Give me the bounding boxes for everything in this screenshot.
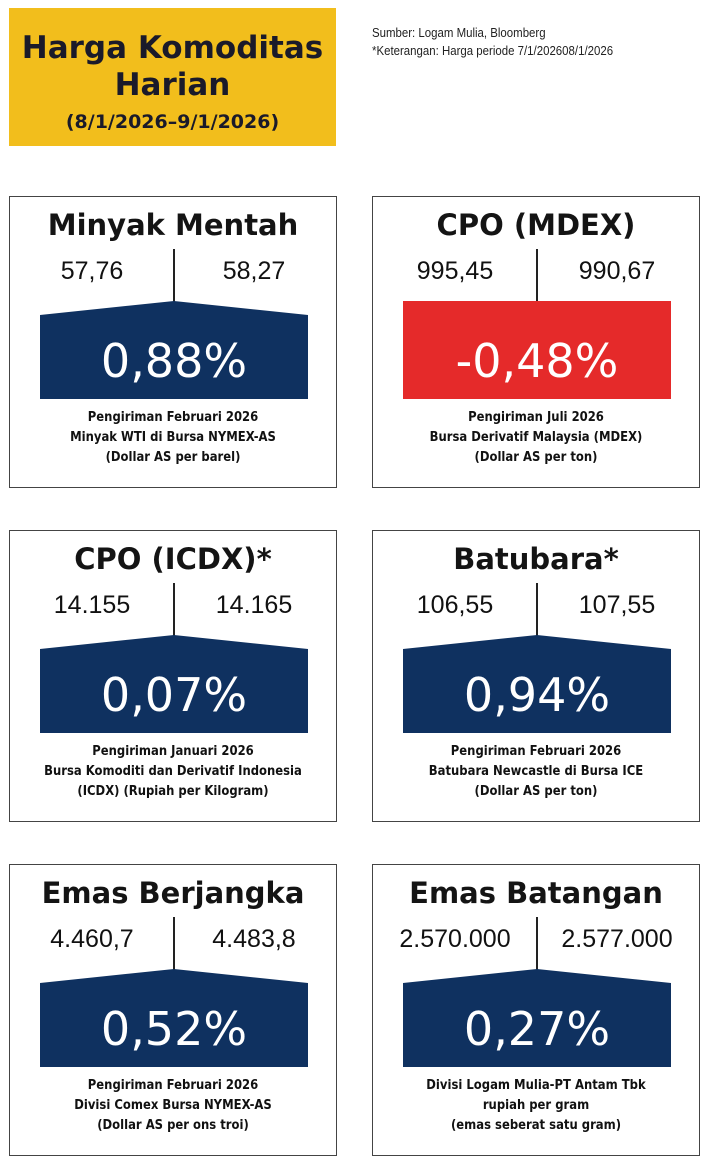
commodity-card: CPO (MDEX) 995,45 990,67 -0,48% Pengirim… [372, 196, 700, 488]
change-percent: 0,88% [100, 334, 248, 388]
change-badge-fill [403, 969, 671, 1067]
price-divider [173, 583, 175, 639]
price-divider [536, 917, 538, 973]
description-line-3: (Dollar AS per ons troi) [97, 1117, 249, 1133]
commodity-card: CPO (ICDX)* 14.155 14.165 0,07% Pengirim… [9, 530, 337, 822]
commodity-card: Emas Batangan 2.570.000 2.577.000 0,27% … [372, 864, 700, 1156]
change-badge-shape [40, 635, 308, 733]
card-description: Pengiriman Februari 2026 Minyak WTI di B… [10, 407, 336, 467]
description-line-3: (Dollar AS per ton) [474, 783, 598, 799]
title-box: Harga Komoditas Harian (8/1/2026–9/1/202… [9, 8, 336, 146]
card-title: Emas Batangan [409, 876, 663, 910]
page-title-line2: Harian [114, 67, 231, 103]
card-description: Pengiriman Januari 2026 Bursa Komoditi d… [10, 741, 336, 801]
description-line-2: rupiah per gram [482, 1097, 590, 1113]
change-badge-shape [403, 635, 671, 733]
price-divider [173, 917, 175, 973]
current-price: 107,55 [578, 591, 656, 619]
price-divider [173, 249, 175, 305]
change-badge-shape [403, 969, 671, 1067]
commodity-card: Batubara* 106,55 107,55 0,94% Pengiriman… [372, 530, 700, 822]
description-line-1: Divisi Logam Mulia-PT Antam Tbk [426, 1077, 646, 1093]
previous-price: 57,76 [60, 257, 124, 285]
description-line-2: Divisi Comex Bursa NYMEX-AS [74, 1097, 272, 1113]
previous-price: 995,45 [416, 257, 494, 285]
card-description: Pengiriman Februari 2026 Divisi Comex Bu… [10, 1075, 336, 1135]
previous-price: 14.155 [53, 591, 131, 619]
previous-price: 4.460,7 [50, 925, 134, 953]
price-divider [536, 249, 538, 305]
source-text: Sumber: Logam Mulia, Bloomberg [372, 25, 546, 40]
change-badge-fill [403, 301, 671, 399]
description-line-3: (emas seberat satu gram) [450, 1117, 622, 1133]
source-note: Sumber: Logam Mulia, Bloomberg *Keterang… [372, 24, 662, 60]
description-line-3: (Dollar AS per barel) [105, 449, 241, 465]
change-percent: 0,94% [463, 668, 611, 722]
card-title: Emas Berjangka [41, 876, 305, 910]
current-price: 58,27 [222, 257, 286, 285]
current-price: 4.483,8 [212, 925, 296, 953]
card-title: CPO (ICDX)* [74, 542, 272, 576]
current-price: 990,67 [578, 257, 656, 285]
change-badge-shape [40, 969, 308, 1067]
change-badge-fill [40, 969, 308, 1067]
price-row: 995,45 990,67 [373, 249, 699, 305]
price-row: 14.155 14.165 [10, 583, 336, 639]
description-line-3: (Dollar AS per ton) [474, 449, 598, 465]
description-line-2: Minyak WTI di Bursa NYMEX-AS [70, 429, 276, 445]
card-description: Pengiriman Juli 2026 Bursa Derivatif Mal… [373, 407, 699, 467]
description-line-2: Batubara Newcastle di Bursa ICE [428, 763, 644, 779]
description-line-1: Pengiriman Februari 2026 [87, 1077, 259, 1093]
card-title: Batubara* [453, 542, 619, 576]
date-range: (8/1/2026–9/1/2026) [65, 111, 280, 133]
change-badge-shape [403, 301, 671, 399]
description-line-2: Bursa Komoditi dan Derivatif Indonesia [44, 763, 302, 779]
card-title: CPO (MDEX) [436, 208, 636, 242]
page-title-line1: Harga Komoditas [21, 30, 324, 66]
commodity-card: Minyak Mentah 57,76 58,27 0,88% Pengirim… [9, 196, 337, 488]
current-price: 2.577.000 [561, 925, 673, 953]
change-percent: 0,07% [100, 668, 248, 722]
change-percent: 0,27% [463, 1002, 611, 1056]
previous-price: 106,55 [416, 591, 494, 619]
change-badge-fill [40, 635, 308, 733]
description-line-2: Bursa Derivatif Malaysia (MDEX) [429, 429, 643, 445]
card-title: Minyak Mentah [47, 208, 299, 242]
description-line-1: Pengiriman Februari 2026 [450, 743, 622, 759]
price-row: 57,76 58,27 [10, 249, 336, 305]
price-row: 4.460,7 4.483,8 [10, 917, 336, 973]
previous-price: 2.570.000 [399, 925, 511, 953]
change-badge-shape [40, 301, 308, 399]
card-description: Divisi Logam Mulia-PT Antam Tbk rupiah p… [373, 1075, 699, 1135]
change-badge-fill [40, 301, 308, 399]
change-percent: 0,52% [100, 1002, 248, 1056]
description-line-3: (ICDX) (Rupiah per Kilogram) [77, 783, 269, 799]
change-percent: -0,48% [455, 334, 619, 388]
price-row: 106,55 107,55 [373, 583, 699, 639]
description-line-1: Pengiriman Februari 2026 [87, 409, 259, 425]
period-note: *Keterangan: Harga periode 7/1/202608/1/… [372, 43, 614, 58]
description-line-1: Pengiriman Juli 2026 [468, 409, 604, 425]
card-description: Pengiriman Februari 2026 Batubara Newcas… [373, 741, 699, 801]
commodity-card: Emas Berjangka 4.460,7 4.483,8 0,52% Pen… [9, 864, 337, 1156]
description-line-1: Pengiriman Januari 2026 [92, 743, 254, 759]
price-divider [536, 583, 538, 639]
price-row: 2.570.000 2.577.000 [373, 917, 699, 973]
current-price: 14.165 [215, 591, 293, 619]
change-badge-fill [403, 635, 671, 733]
